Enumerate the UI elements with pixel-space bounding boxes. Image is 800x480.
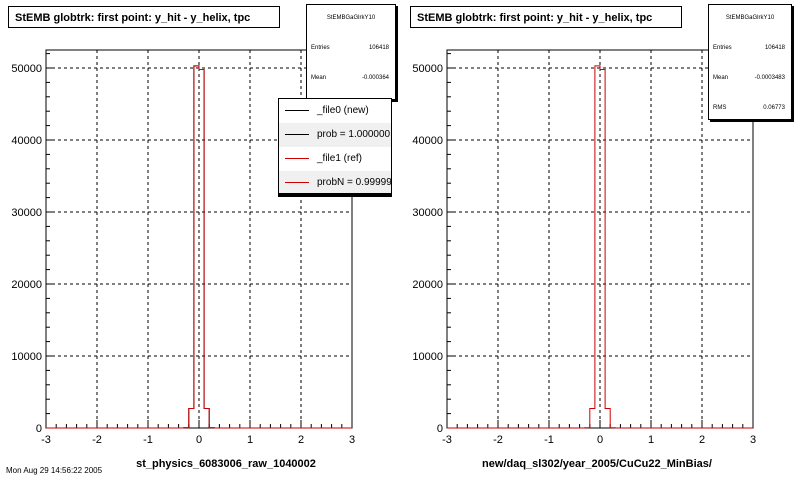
left-stats-mean-key: Mean: [311, 75, 327, 81]
legend-label-file1: _file1 (ref): [317, 153, 363, 164]
right-xtick-label: 0: [597, 434, 603, 446]
right-stats-rms-value: 0.06773: [763, 105, 785, 111]
left-ytick-label: 10000: [11, 351, 42, 363]
right-panel-title: StEMB globtrk: first point: y_hit - y_he…: [410, 6, 682, 28]
left-stats-entries-value: 106418: [368, 45, 389, 51]
left-ytick-label: 20000: [11, 279, 42, 291]
right-xtick-label: 1: [648, 434, 654, 446]
right-ytick-label: 20000: [412, 279, 443, 291]
legend-line-prob: [285, 134, 309, 135]
legend-entry-file0: _file0 (new): [279, 99, 391, 123]
right-xtick-label: -2: [493, 434, 503, 446]
right-xtick-label: 2: [699, 434, 705, 446]
left-legend: _file0 (new) prob = 1.000000 _file1 (ref…: [278, 98, 392, 194]
right-histogram-series: [447, 65, 753, 429]
right-ytick-label: 0: [437, 423, 443, 435]
right-stats-entries-key: Entries: [713, 45, 732, 51]
left-panel-title: StEMB globtrk: first point: y_hit - y_he…: [8, 6, 280, 28]
right-stats-mean-key: Mean: [713, 75, 729, 81]
right-ytick-label: 10000: [412, 351, 443, 363]
left-histogram-file1-ref: [46, 65, 352, 429]
right-stats-name: StEMBGaGlrkY10: [725, 15, 775, 21]
left-xtick-label: 3: [349, 434, 355, 446]
right-stats-mean-value: -0.0003483: [754, 75, 785, 81]
left-stats-box: StEMBGaGlrkY10 Entries 106418 Mean -0.00…: [306, 4, 396, 100]
legend-entry-prob: prob = 1.000000: [279, 123, 391, 147]
right-stats-box: StEMBGaGlrkY10 Entries 106418 Mean -0.00…: [708, 4, 792, 120]
left-xtick-label: -3: [41, 434, 51, 446]
legend-label-file0: _file0 (new): [317, 105, 369, 116]
right-xtick-label: -1: [544, 434, 554, 446]
right-stats-entries-value: 106418: [764, 45, 785, 51]
legend-line-file1: [285, 158, 309, 159]
left-ytick-label: 40000: [11, 135, 42, 147]
left-ytick-label: 0: [36, 423, 42, 435]
left-x-axis-title: st_physics_6083006_raw_1040002: [136, 458, 316, 470]
right-x-axis-title: new/daq_sl302/year_2005/CuCu22_MinBias/: [482, 458, 712, 470]
right-xtick-label: 3: [750, 434, 756, 446]
left-ytick-label: 50000: [11, 63, 42, 75]
left-stats-mean-value: -0.000364: [361, 75, 389, 81]
legend-label-prob: prob = 1.000000: [317, 129, 391, 140]
left-stats-entries-key: Entries: [311, 45, 330, 51]
left-xtick-label: 1: [247, 434, 253, 446]
legend-line-file0: [285, 110, 309, 111]
left-xtick-label: -2: [92, 434, 102, 446]
legend-label-probn: probN = 0.999999: [317, 177, 392, 188]
left-xtick-label: -1: [143, 434, 153, 446]
left-ytick-label: 30000: [11, 207, 42, 219]
right-stats-rms-key: RMS: [713, 105, 727, 111]
legend-entry-file1: _file1 (ref): [279, 147, 391, 171]
left-stats-name: StEMBGaGlrkY10: [326, 15, 376, 21]
right-ytick-label: 40000: [412, 135, 443, 147]
left-xtick-label: 0: [196, 434, 202, 446]
right-xtick-label: -3: [442, 434, 452, 446]
footer-timestamp: Mon Aug 29 14:56:22 2005: [6, 466, 103, 475]
right-ytick-label: 30000: [412, 207, 443, 219]
legend-line-probn: [285, 182, 309, 183]
left-xtick-label: 2: [298, 434, 304, 446]
right-ytick-label: 50000: [412, 63, 443, 75]
legend-entry-probn: probN = 0.999999: [279, 171, 392, 193]
